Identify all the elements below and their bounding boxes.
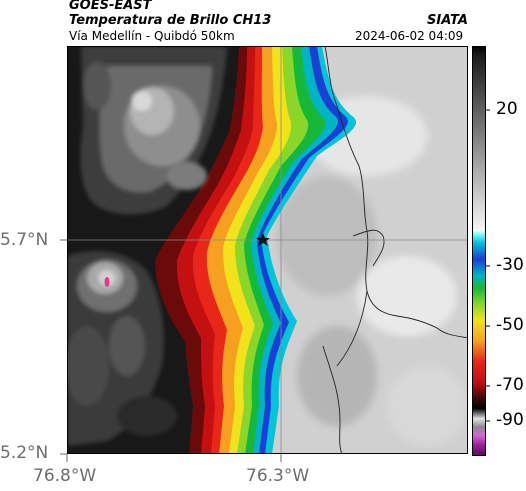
satellite-title: GOES-EAST [69, 0, 152, 13]
lon-label-76-8: 76.8°W [33, 466, 97, 486]
cold-cloud-system [67, 46, 357, 454]
colorbar-tick-minus70: -70 [496, 375, 524, 395]
lat-label-5-7: 5.7°N [0, 230, 49, 250]
colorbar-tick-20: 20 [496, 99, 518, 119]
colorbar-tick-minus30: -30 [496, 255, 524, 275]
border-lines [322, 46, 468, 454]
colorbar-tick-minus90: -90 [496, 410, 524, 430]
star-icon [256, 233, 270, 246]
lon-label-76-3: 76.3°W [246, 466, 310, 486]
colorbar-tick-minus50: -50 [496, 315, 524, 335]
colorbar-ticks [485, 109, 490, 422]
temperature-colorbar [472, 46, 486, 456]
map-frame [67, 46, 468, 454]
brightness-temperature-map [67, 46, 468, 454]
institution-label: SIATA [427, 13, 468, 28]
route-subtitle: Vía Medellín - Quibdó 50km [69, 29, 235, 43]
datetime-label: 2024-06-02 04:09 [355, 29, 464, 43]
lat-label-5-2: 5.2°N [0, 443, 49, 463]
product-title: Temperatura de Brillo CH13 [69, 13, 272, 28]
axis-ticks [60, 239, 282, 462]
